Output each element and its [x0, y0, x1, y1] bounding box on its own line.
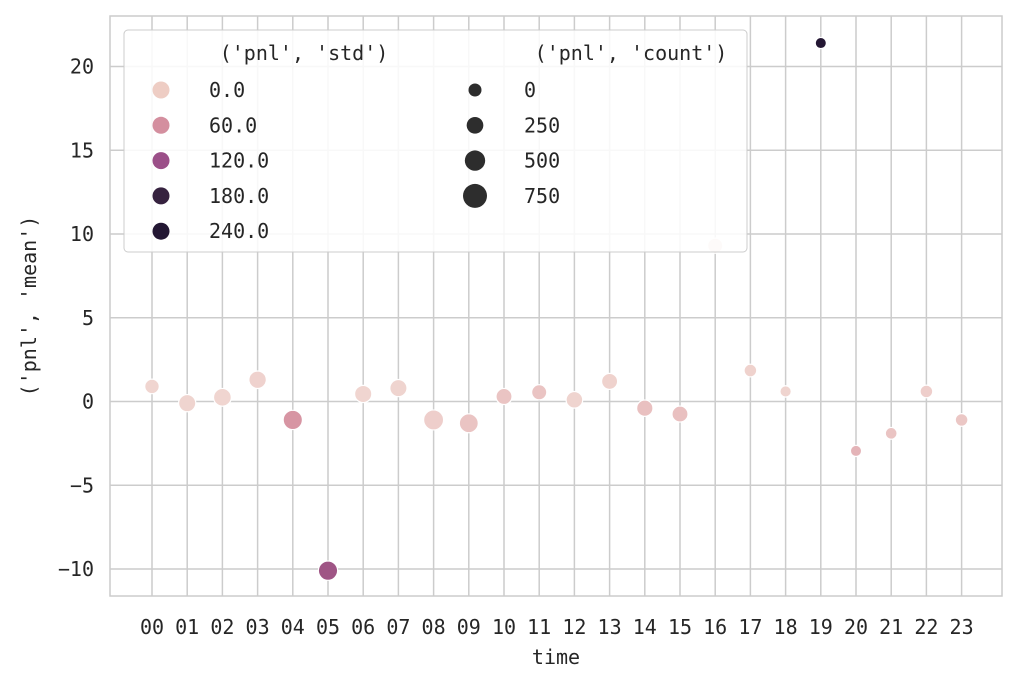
- y-tick-label: −10: [58, 557, 94, 581]
- x-tick-label: 21: [879, 615, 903, 639]
- data-point: [353, 384, 373, 404]
- x-tick-label: 13: [598, 615, 622, 639]
- data-point: [458, 413, 479, 434]
- legend-size-title: ('pnl', 'count'): [535, 41, 728, 65]
- data-point: [495, 387, 513, 406]
- x-tick-label: 17: [738, 615, 762, 639]
- y-tick-label: 15: [70, 138, 94, 162]
- x-tick-label: 08: [422, 615, 446, 639]
- data-point: [954, 412, 969, 427]
- x-tick-label: 23: [950, 615, 974, 639]
- data-point: [884, 426, 898, 440]
- legend-hue-label: 180.0: [209, 184, 269, 208]
- x-tick-label: 04: [281, 615, 305, 639]
- legend-box: [123, 29, 748, 253]
- legend-size-label: 500: [524, 149, 560, 173]
- x-tick-label: 15: [668, 615, 692, 639]
- legend-hue-marker: [152, 187, 170, 205]
- y-tick-label: 20: [70, 55, 94, 79]
- legend-size-label: 0: [524, 78, 536, 102]
- data-point: [814, 36, 828, 50]
- x-tick-label: 10: [492, 615, 516, 639]
- data-point: [282, 409, 304, 431]
- legend-hue-label: 240.0: [209, 219, 269, 243]
- x-tick-labels: 00 01 02 03 04 05 06 07 08 09 10 11 12 13 14 15 16 17 18 19…: [140, 615, 974, 639]
- data-point: [144, 378, 160, 395]
- x-tick-label: 19: [809, 615, 833, 639]
- x-tick-label: 16: [703, 615, 727, 639]
- y-tick-label: −5: [70, 473, 94, 497]
- x-tick-label: 09: [457, 615, 481, 639]
- x-tick-label: 22: [914, 615, 938, 639]
- legend-hue-entries: 0.0 60.0 120.0 180.0 240.0: [152, 78, 269, 243]
- x-tick-label: 07: [386, 615, 410, 639]
- x-tick-label: 18: [774, 615, 798, 639]
- x-tick-label: 03: [246, 615, 270, 639]
- legend-hue-label: 120.0: [209, 149, 269, 173]
- data-point: [600, 372, 619, 391]
- x-axis-label: time: [532, 645, 580, 669]
- legend-size-marker: [464, 150, 486, 171]
- data-point: [636, 399, 654, 417]
- legend-size-label: 750: [524, 184, 560, 208]
- legend-size-marker: [466, 116, 484, 134]
- y-axis-label: ('pnl', 'mean'): [17, 216, 41, 397]
- data-point: [177, 393, 197, 413]
- data-point: [531, 384, 548, 401]
- data-point: [919, 384, 934, 399]
- legend-size-marker: [463, 183, 487, 208]
- legend-hue-marker: [152, 81, 170, 99]
- data-point: [423, 409, 445, 431]
- legend-hue-marker: [152, 152, 170, 170]
- data-point: [212, 387, 232, 407]
- y-tick-label: 0: [82, 390, 94, 414]
- x-tick-label: 06: [351, 615, 375, 639]
- data-point: [743, 363, 758, 378]
- legend-size-entries: 0 250 500 750: [463, 78, 560, 208]
- legend-size-label: 250: [524, 113, 560, 137]
- data-point: [849, 444, 863, 458]
- x-tick-label: 11: [527, 615, 551, 639]
- legend: ('pnl', 'std') ('pnl', 'count') 0.0 60.0 1…: [123, 29, 748, 253]
- x-tick-label: 20: [844, 615, 868, 639]
- legend-hue-label: 60.0: [209, 113, 257, 137]
- y-tick-label: 5: [82, 306, 94, 330]
- data-point: [317, 560, 339, 581]
- x-tick-label: 01: [175, 615, 199, 639]
- legend-hue-label: 0.0: [209, 78, 245, 102]
- data-point: [671, 405, 689, 423]
- data-point: [389, 378, 408, 398]
- x-tick-label: 12: [562, 615, 586, 639]
- legend-hue-marker: [152, 222, 170, 240]
- data-point: [248, 370, 267, 390]
- y-tick-label: 10: [70, 222, 94, 246]
- legend-hue-title: ('pnl', 'std'): [220, 41, 389, 65]
- x-tick-label: 02: [210, 615, 234, 639]
- legend-hue-marker: [152, 116, 170, 134]
- legend-size-marker: [468, 83, 482, 97]
- data-point: [565, 390, 584, 409]
- data-point: [779, 385, 792, 398]
- x-tick-label: 14: [633, 615, 657, 639]
- x-tick-label: 05: [316, 615, 340, 639]
- x-tick-label: 00: [140, 615, 164, 639]
- y-tick-labels: −10 −5 0 5 10 15 20: [58, 55, 94, 582]
